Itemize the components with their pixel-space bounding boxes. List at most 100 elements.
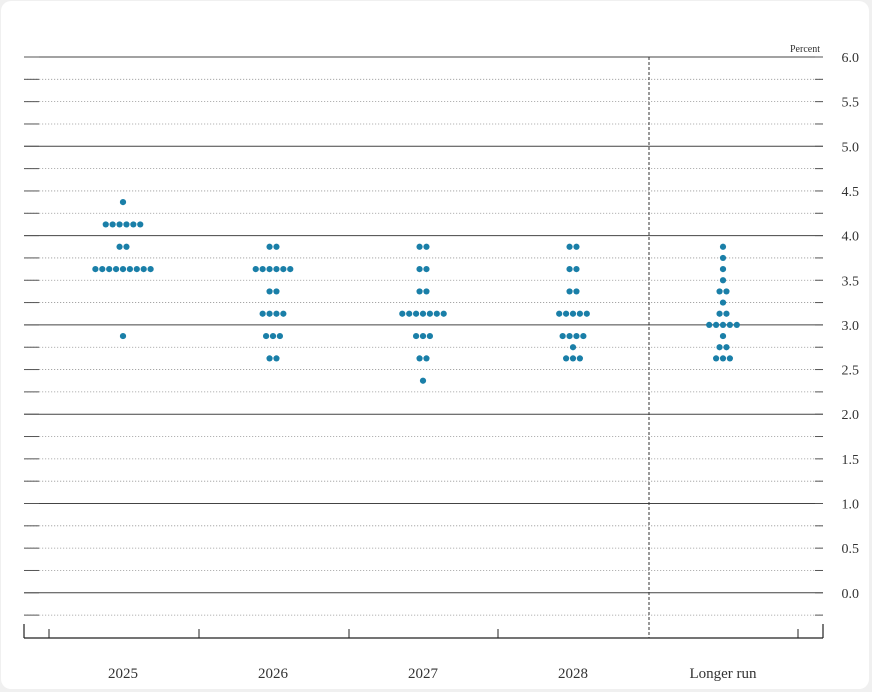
participant-dot [147, 265, 154, 273]
participant-dot [119, 199, 127, 206]
participant-dot [416, 288, 423, 295]
participant-dot [716, 310, 723, 317]
participant-dot [116, 221, 123, 228]
participant-dot [726, 355, 734, 362]
participant-dot [423, 288, 430, 295]
participant-dot [416, 355, 423, 362]
participant-dot [423, 355, 430, 362]
participant-dot [252, 265, 259, 273]
x-category-label: 2028 [558, 666, 588, 682]
participant-dot [137, 221, 144, 228]
y-tick-label: 2.0 [842, 408, 860, 423]
participant-dot [583, 310, 590, 317]
participant-dot [113, 265, 120, 273]
participant-dot [719, 265, 727, 273]
y-tick-label: 5.0 [842, 140, 860, 155]
x-category-label: 2027 [408, 666, 439, 682]
participant-dot [569, 310, 577, 317]
participant-dot [719, 299, 727, 306]
participant-dot [119, 332, 127, 340]
participant-dot [273, 310, 280, 317]
participant-dot [413, 332, 420, 340]
participant-dot [123, 221, 130, 228]
participant-dot [423, 265, 430, 273]
participant-dot [109, 221, 116, 228]
participant-dot [273, 288, 280, 295]
participant-dot [133, 265, 140, 273]
participant-dot [569, 355, 577, 362]
y-tick-label: 6.0 [842, 51, 860, 66]
participant-dot [273, 265, 280, 273]
dots-layer [92, 199, 740, 384]
participant-dot [566, 265, 573, 273]
participant-dot [433, 310, 440, 317]
participant-dot [566, 332, 573, 340]
participant-dot [106, 265, 113, 273]
y-tick-label: 1.0 [842, 498, 860, 513]
participant-dot [273, 243, 280, 250]
participant-dot [569, 344, 577, 351]
y-tick-label: 2.5 [842, 364, 860, 379]
participant-dot [426, 332, 433, 340]
participant-dot [576, 355, 584, 362]
participant-dot [416, 265, 423, 273]
participant-dot [140, 265, 147, 273]
participant-dot [263, 332, 270, 340]
participant-dot [426, 310, 433, 317]
participant-dot [130, 221, 137, 228]
participant-dot [102, 221, 109, 228]
participant-dot [419, 377, 427, 384]
participant-dot [573, 332, 580, 340]
participant-dot [119, 265, 127, 273]
x-category-label: 2025 [108, 666, 138, 682]
axis-layer: 6.0 5.5 5.0 4.5 4.0 3.5 3.0 2.5 2.0 1.5 1.0 0.5 0.0 2… [23, 51, 860, 682]
participant-dot [563, 355, 570, 362]
participant-dot [99, 265, 106, 273]
participant-dot [92, 265, 99, 273]
participant-dot [563, 310, 570, 317]
y-tick-label: 5.5 [842, 96, 860, 111]
unit-label: Percent [790, 44, 820, 55]
participant-dot [123, 243, 130, 250]
participant-dot [719, 321, 727, 328]
participant-dot [266, 288, 273, 295]
participant-dot [556, 310, 563, 317]
participant-dot [723, 288, 730, 295]
participant-dot [266, 243, 273, 250]
participant-dot [573, 288, 580, 295]
participant-dot [406, 310, 413, 317]
participant-dot [713, 321, 720, 328]
participant-dot [706, 321, 713, 328]
participant-dot [287, 265, 294, 273]
y-tick-label: 0.0 [842, 587, 860, 602]
participant-dot [719, 355, 727, 362]
participant-dot [719, 277, 727, 284]
participant-dot [269, 332, 277, 340]
participant-dot [573, 243, 580, 250]
participant-dot [419, 310, 427, 317]
participant-dot [259, 310, 266, 317]
participant-dot [399, 310, 406, 317]
x-category-label: 2026 [258, 666, 289, 682]
participant-dot [719, 254, 727, 262]
y-tick-label: 3.0 [842, 319, 860, 334]
participant-dot [259, 265, 266, 273]
participant-dot [719, 332, 727, 340]
y-tick-label: 3.5 [842, 274, 860, 289]
participant-dot [423, 243, 430, 250]
participant-dot [266, 265, 273, 273]
y-tick-label: 4.5 [842, 185, 860, 200]
participant-dot [580, 332, 587, 340]
y-tick-label: 4.0 [842, 230, 860, 245]
participant-dot [266, 310, 273, 317]
participant-dot [716, 344, 723, 351]
participant-dot [733, 321, 740, 328]
participant-dot [719, 243, 727, 250]
y-tick-label: 1.5 [842, 453, 860, 468]
participant-dot [416, 243, 423, 250]
participant-dot [723, 344, 730, 351]
participant-dot [559, 332, 566, 340]
participant-dot [573, 265, 580, 273]
participant-dot [280, 265, 287, 273]
